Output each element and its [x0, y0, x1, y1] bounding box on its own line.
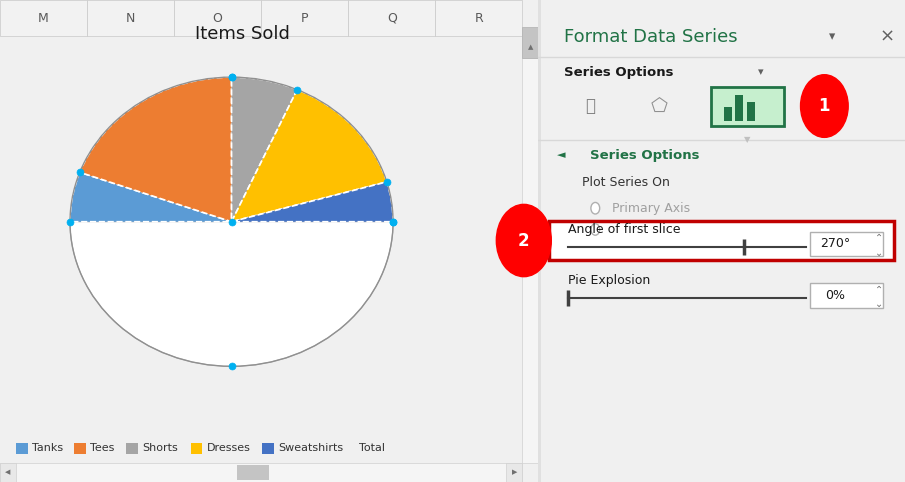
Wedge shape — [232, 182, 393, 222]
Text: 2: 2 — [518, 231, 529, 250]
Bar — [191, 443, 203, 454]
Bar — [0, 463, 16, 482]
Bar — [724, 107, 731, 121]
Text: Secondary Axis: Secondary Axis — [612, 223, 708, 236]
Text: Format Data Series: Format Data Series — [564, 27, 738, 46]
Text: Total: Total — [358, 443, 385, 453]
Bar — [174, 0, 262, 36]
Bar — [435, 0, 522, 36]
Bar — [506, 463, 522, 482]
Text: Sweatshirts: Sweatshirts — [278, 443, 343, 453]
Bar — [522, 27, 538, 58]
Text: Series Options: Series Options — [564, 66, 673, 79]
Text: Dresses: Dresses — [206, 443, 251, 453]
Bar — [126, 443, 138, 454]
Wedge shape — [232, 77, 297, 222]
Bar — [538, 0, 541, 482]
Bar — [538, 0, 539, 482]
Text: Angle of first slice: Angle of first slice — [567, 223, 681, 236]
Circle shape — [591, 202, 600, 214]
Text: R: R — [474, 12, 483, 25]
Bar — [0, 0, 87, 36]
Circle shape — [801, 75, 848, 137]
Text: ⌃: ⌃ — [875, 233, 883, 242]
Wedge shape — [232, 90, 386, 222]
Bar — [735, 95, 743, 121]
Text: ⬠: ⬠ — [651, 96, 668, 116]
Bar — [348, 0, 435, 36]
Bar — [262, 0, 348, 36]
Text: ⌄: ⌄ — [875, 299, 883, 309]
Bar — [747, 102, 755, 121]
Text: P: P — [301, 12, 309, 25]
Bar — [74, 443, 86, 454]
Text: 1: 1 — [819, 97, 830, 115]
Text: ×: × — [879, 27, 894, 46]
Text: ▲: ▲ — [528, 44, 533, 50]
Bar — [549, 221, 894, 260]
Text: Plot Series On: Plot Series On — [583, 176, 671, 188]
Text: ▶: ▶ — [511, 469, 517, 475]
FancyBboxPatch shape — [710, 87, 784, 126]
Text: 0%: 0% — [825, 289, 845, 302]
Text: Tanks: Tanks — [33, 443, 63, 453]
Text: Series Options: Series Options — [590, 149, 700, 161]
Text: Items Sold: Items Sold — [195, 25, 290, 43]
Text: M: M — [38, 12, 49, 25]
Bar — [522, 36, 538, 463]
Text: Shorts: Shorts — [142, 443, 178, 453]
Bar — [237, 465, 270, 480]
Text: ▾: ▾ — [758, 67, 764, 77]
Circle shape — [591, 224, 600, 235]
Text: Primary Axis: Primary Axis — [612, 202, 690, 214]
Wedge shape — [70, 172, 232, 222]
Text: ⌃: ⌃ — [875, 284, 883, 294]
Wedge shape — [80, 77, 232, 222]
Text: ◀: ◀ — [5, 469, 11, 475]
Text: ◄: ◄ — [557, 150, 566, 160]
Text: N: N — [126, 12, 135, 25]
Text: ▾: ▾ — [829, 30, 834, 43]
Text: ⌄: ⌄ — [875, 248, 883, 257]
Bar — [522, 36, 538, 58]
Circle shape — [496, 204, 551, 277]
Bar — [810, 283, 883, 308]
Bar — [810, 232, 883, 256]
Text: 🪣: 🪣 — [585, 97, 595, 115]
Bar — [0, 463, 522, 482]
Text: Pie Explosion: Pie Explosion — [567, 274, 650, 287]
Text: 270°: 270° — [820, 238, 851, 250]
Text: ▼: ▼ — [744, 135, 750, 144]
Wedge shape — [70, 222, 393, 366]
Bar — [262, 443, 273, 454]
Text: Tees: Tees — [90, 443, 115, 453]
Text: O: O — [213, 12, 223, 25]
Text: Q: Q — [386, 12, 396, 25]
Bar — [87, 0, 174, 36]
Bar — [16, 443, 28, 454]
